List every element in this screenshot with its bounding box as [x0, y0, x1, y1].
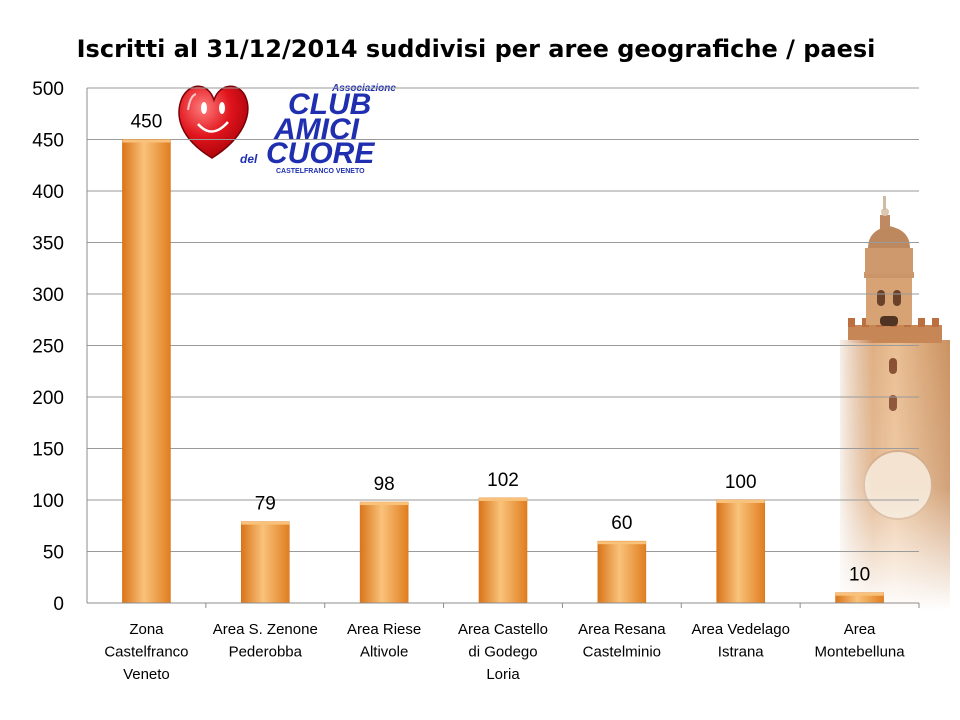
logo-line2: AMICI: [273, 113, 360, 146]
bar-top: [479, 497, 527, 501]
bar-top: [835, 592, 884, 596]
data-labels: 450 79 98 102 60 100 10: [131, 112, 871, 586]
bell-tower-image: [840, 196, 950, 610]
bar: [122, 139, 171, 604]
y-axis: 0 50 100 150 200 250 300 350 400 450 500: [32, 79, 88, 615]
y-tick-label: 0: [53, 594, 64, 615]
x-tick-label: Zona Castelfranco Veneto: [104, 621, 188, 683]
logo-del: del: [240, 152, 258, 166]
chart-title: Iscritti al 31/12/2014 suddivisi per are…: [77, 35, 876, 63]
data-label: 98: [374, 474, 395, 495]
y-tick-label: 300: [32, 285, 64, 306]
bar-top: [360, 502, 409, 506]
data-label: 60: [611, 513, 632, 534]
x-tick-label: Area Resana Castelminio: [578, 621, 666, 661]
y-tick-label: 400: [32, 182, 64, 203]
data-label: 79: [255, 494, 276, 515]
heart-icon: [178, 85, 249, 159]
y-tick-label: 150: [32, 440, 64, 461]
y-tick-label: 500: [32, 79, 64, 100]
bar-top: [716, 500, 765, 503]
logo-line3: CUORE: [266, 137, 375, 170]
bar: [597, 540, 647, 604]
bar-top: [241, 521, 290, 525]
data-label: 102: [487, 470, 519, 491]
x-axis: Zona Castelfranco Veneto Area S. Zenone Pede…: [87, 602, 920, 683]
y-tick-label: 100: [32, 491, 64, 512]
y-tick-label: 50: [43, 543, 64, 564]
bar-top: [122, 139, 171, 143]
y-tick-label: 200: [32, 388, 64, 409]
x-tick-label: Area Vedelago Istrana: [692, 621, 790, 661]
data-label: 450: [131, 112, 163, 133]
bar: [240, 521, 290, 604]
bar: [359, 501, 409, 604]
bars: [122, 139, 884, 604]
logo-line1: CLUB: [288, 88, 371, 121]
logo-city: CASTELFRANCO VENETO: [276, 168, 365, 175]
y-tick-label: 350: [32, 234, 64, 255]
bar-top: [597, 541, 646, 545]
x-tick-label: Area Montebelluna: [815, 621, 906, 661]
data-label: 10: [849, 565, 870, 586]
bar: [478, 497, 528, 604]
bar: [716, 499, 766, 604]
data-label: 100: [725, 472, 757, 493]
x-tick-label: Area Riese Altivole: [347, 621, 421, 661]
y-tick-label: 450: [32, 131, 64, 152]
x-tick-label: Area Castello di Godego Loria: [458, 621, 548, 683]
club-logo: Associazione CLUB AMICI del CUORE CASTEL…: [178, 83, 396, 175]
y-tick-label: 250: [32, 337, 64, 358]
x-tick-label: Area S. Zenone Pederobba: [213, 621, 318, 661]
